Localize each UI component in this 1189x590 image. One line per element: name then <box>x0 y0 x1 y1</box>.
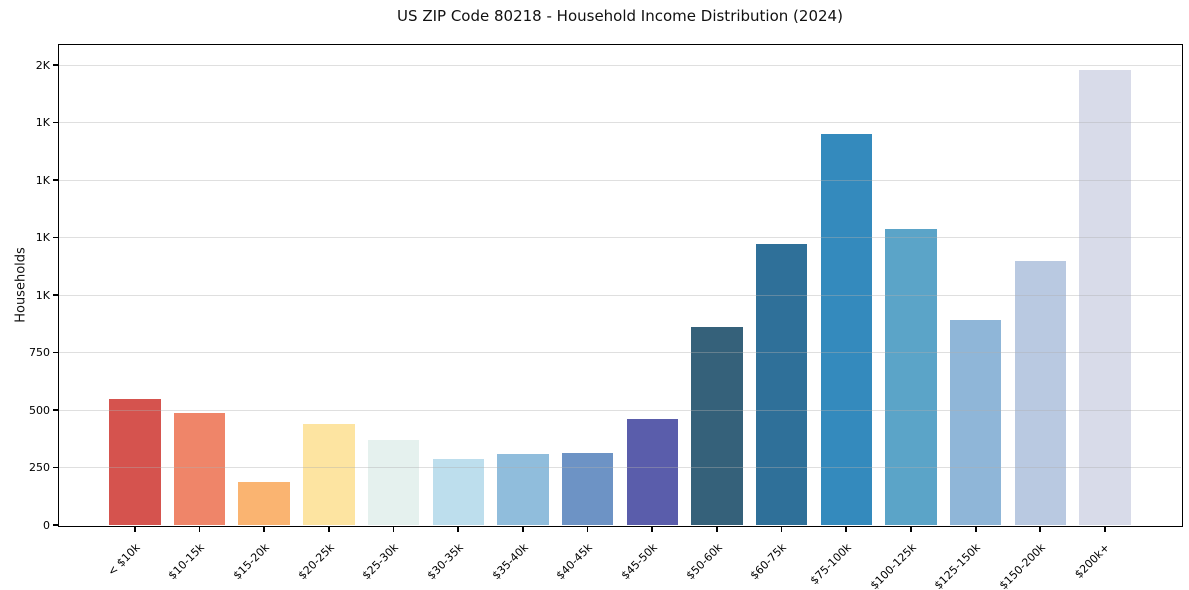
gridline <box>59 467 1181 469</box>
bar <box>497 453 549 525</box>
y-tick-mark <box>52 294 59 296</box>
y-tick-label: 750 <box>29 346 50 359</box>
y-tick-mark <box>52 179 59 181</box>
x-tick-mark <box>134 526 136 532</box>
x-tick-mark <box>651 526 654 532</box>
x-tick-mark <box>586 526 589 532</box>
x-tick-label: $100-125k <box>867 540 919 590</box>
x-tick-mark <box>198 526 201 532</box>
x-tick-label: $45-50k <box>618 540 660 583</box>
bar <box>820 134 873 525</box>
bar <box>755 244 808 525</box>
gridline <box>59 409 1181 411</box>
x-tick-label: $75-100k <box>807 540 854 588</box>
y-tick-mark <box>52 524 59 526</box>
y-tick-mark <box>52 64 59 66</box>
bar <box>173 413 226 525</box>
x-tick-mark <box>328 526 330 532</box>
bar <box>885 229 937 525</box>
y-tick-label: 1K <box>35 116 50 129</box>
x-tick-label: $25-30k <box>359 540 402 583</box>
bar <box>238 482 290 525</box>
x-tick-mark <box>457 526 460 532</box>
bar <box>109 398 161 525</box>
x-tick-label: $40-45k <box>553 540 596 583</box>
x-tick-label: $200k+ <box>1072 540 1113 581</box>
gridline <box>59 352 1181 354</box>
x-tick-label: $35-40k <box>489 540 531 583</box>
x-tick-label: $20-25k <box>295 540 337 583</box>
bar <box>949 320 1002 525</box>
x-tick-label: $60-75k <box>747 540 790 583</box>
chart-title: US ZIP Code 80218 - Household Income Dis… <box>397 7 843 25</box>
bar <box>367 439 420 525</box>
x-tick-mark <box>974 526 977 532</box>
y-tick-mark <box>52 121 59 124</box>
x-tick-mark <box>263 526 266 532</box>
y-tick-label: 500 <box>29 403 50 417</box>
y-tick-label: 2K <box>35 58 50 72</box>
x-tick-mark <box>780 526 783 532</box>
plot-area <box>59 45 1181 525</box>
y-tick-mark <box>52 236 59 239</box>
y-axis-label: Households <box>13 247 29 323</box>
bar <box>1079 69 1131 525</box>
gridline <box>59 179 1181 181</box>
x-tick-mark <box>522 526 524 532</box>
y-tick-label: 250 <box>29 461 50 474</box>
x-tick-mark <box>910 526 912 532</box>
y-tick-mark <box>52 351 59 354</box>
bar <box>1014 260 1067 525</box>
bar <box>691 327 743 525</box>
y-tick-mark <box>52 409 59 411</box>
x-tick-label: $50-60k <box>683 540 725 583</box>
y-tick-mark <box>52 466 59 469</box>
x-tick-label: $15-20k <box>230 540 272 583</box>
gridline <box>59 237 1181 239</box>
bar <box>432 459 484 525</box>
y-tick-label: 1K <box>35 288 50 302</box>
x-tick-mark <box>1104 526 1106 532</box>
gridline <box>59 122 1181 124</box>
x-tick-label: $150-200k <box>996 540 1048 590</box>
x-tick-label: < $10k <box>104 540 143 579</box>
gridline <box>59 294 1181 296</box>
x-tick-label: $125-150k <box>932 540 984 590</box>
bar <box>561 452 614 525</box>
x-tick-mark <box>392 526 395 532</box>
x-tick-mark <box>716 526 718 532</box>
bar <box>626 419 678 525</box>
bar <box>303 423 355 525</box>
x-tick-mark <box>845 526 848 532</box>
y-tick-label: 1K <box>35 173 50 187</box>
x-tick-mark <box>1039 526 1042 532</box>
y-tick-label: 1K <box>35 231 50 244</box>
gridline <box>59 64 1181 66</box>
y-tick-label: 0 <box>43 518 50 532</box>
x-tick-label: $10-15k <box>165 540 208 583</box>
x-tick-label: $30-35k <box>424 540 466 583</box>
